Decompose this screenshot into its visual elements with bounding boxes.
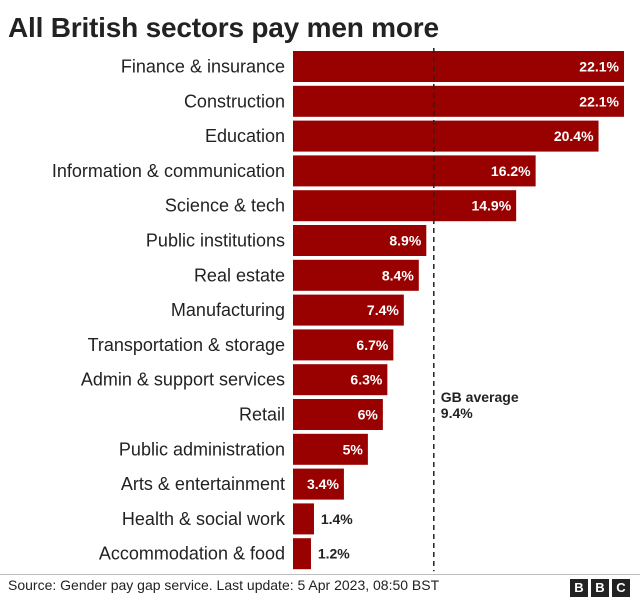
- category-label-manufacturing: Manufacturing: [171, 300, 285, 320]
- category-label-transportation-and-storage: Transportation & storage: [88, 335, 285, 355]
- category-label-public-institutions: Public institutions: [146, 231, 285, 251]
- bar-information-and-communication: [293, 155, 536, 187]
- category-label-finance-and-insurance: Finance & insurance: [121, 57, 285, 77]
- footer-divider: [0, 574, 640, 575]
- category-label-health-and-social-work: Health & social work: [122, 509, 286, 529]
- bar-retail: [293, 399, 383, 430]
- value-label-retail: 6%: [358, 407, 379, 423]
- gb-average-label: GB average: [441, 389, 519, 405]
- value-label-admin-and-support-services: 6.3%: [350, 372, 382, 388]
- category-label-information-and-communication: Information & communication: [52, 161, 285, 181]
- bar-public-administration: [293, 433, 368, 465]
- bbc-logo: B B C: [570, 579, 630, 597]
- value-label-public-administration: 5%: [343, 441, 364, 457]
- category-label-accommodation-and-food: Accommodation & food: [99, 544, 285, 564]
- gb-average-value: 9.4%: [441, 405, 473, 421]
- category-label-construction: Construction: [184, 91, 285, 111]
- chart-title: All British sectors pay men more: [8, 12, 439, 43]
- value-label-real-estate: 8.4%: [382, 267, 414, 283]
- value-label-education: 20.4%: [554, 128, 594, 144]
- bar-construction: [293, 85, 624, 117]
- category-label-real-estate: Real estate: [194, 265, 285, 285]
- bar-arts-and-entertainment: [293, 468, 344, 500]
- value-label-health-and-social-work: 1.4%: [321, 511, 353, 527]
- bar-real-estate: [293, 259, 419, 291]
- value-label-transportation-and-storage: 6.7%: [356, 337, 388, 353]
- bar-manufacturing: [293, 294, 404, 326]
- value-label-manufacturing: 7.4%: [367, 302, 399, 318]
- bbc-logo-letter-b2: B: [591, 579, 609, 597]
- value-label-arts-and-entertainment: 3.4%: [307, 476, 339, 492]
- bar-accommodation-and-food: [293, 538, 311, 570]
- value-label-information-and-communication: 16.2%: [491, 163, 531, 179]
- source-note: Source: Gender pay gap service. Last upd…: [8, 577, 440, 593]
- value-label-finance-and-insurance: 22.1%: [579, 59, 619, 75]
- category-label-education: Education: [205, 126, 285, 146]
- value-label-accommodation-and-food: 1.2%: [318, 546, 350, 562]
- bbc-logo-letter-c: C: [612, 579, 630, 597]
- category-label-public-administration: Public administration: [119, 439, 285, 459]
- category-label-arts-and-entertainment: Arts & entertainment: [121, 474, 285, 494]
- bar-public-institutions: [293, 225, 427, 256]
- category-label-science-and-tech: Science & tech: [165, 196, 285, 216]
- bbc-logo-letter-b1: B: [570, 579, 588, 597]
- category-label-admin-and-support-services: Admin & support services: [81, 370, 285, 390]
- bar-chart: Finance & insurance 22.1% Construction 22.1…: [52, 48, 624, 572]
- category-label-retail: Retail: [239, 405, 285, 425]
- bar-transportation-and-storage: [293, 329, 394, 361]
- bar-finance-and-insurance: [293, 51, 624, 82]
- bar-health-and-social-work: [293, 503, 314, 535]
- bar-admin-and-support-services: [293, 364, 388, 396]
- value-label-public-institutions: 8.9%: [389, 233, 421, 249]
- bar-science-and-tech: [293, 190, 517, 222]
- value-label-construction: 22.1%: [579, 93, 619, 109]
- bar-education: [293, 120, 599, 152]
- value-label-science-and-tech: 14.9%: [471, 198, 511, 214]
